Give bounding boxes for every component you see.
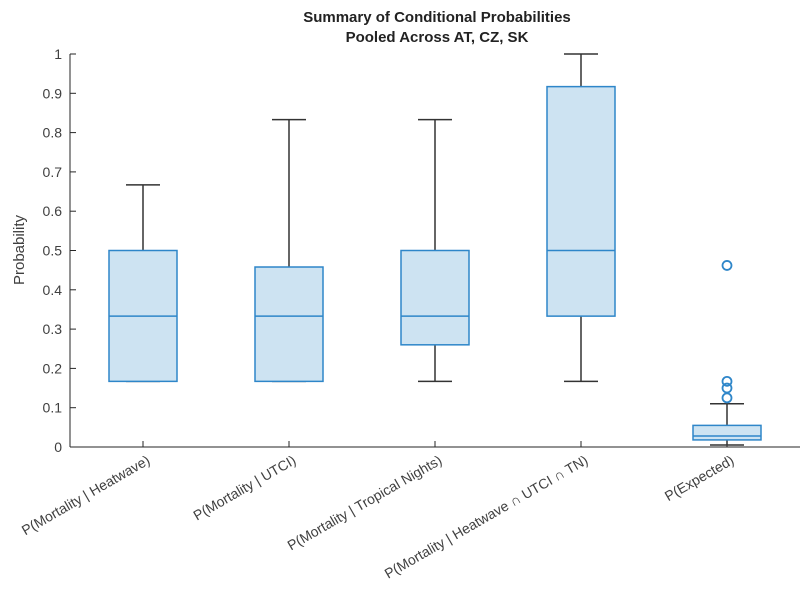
y-tick-label: 0.9 [43, 85, 63, 101]
x-tick-labels: P(Mortality | Heatwave) P(Mortality | UTC… [19, 452, 737, 582]
outlier-point [721, 375, 733, 387]
y-tick-label: 0.5 [43, 243, 63, 259]
boxes [108, 53, 762, 446]
outlier-point [721, 392, 733, 404]
y-tick-label: 0.3 [43, 321, 63, 337]
x-tick-label: P(Mortality | Heatwave) [19, 452, 153, 538]
x-tick-label: P(Expected) [662, 452, 737, 504]
iqr-box [254, 266, 324, 383]
x-tick-label: P(Mortality | Tropical Nights) [284, 452, 444, 554]
iqr-box [546, 85, 616, 317]
y-tick-label: 0.1 [43, 400, 63, 416]
y-tick-label: 0 [54, 439, 62, 455]
y-tick-label: 0.2 [43, 360, 63, 376]
chart-title-line-1: Summary of Conditional Probabilities [303, 9, 571, 26]
outlier-point [721, 382, 733, 394]
chart-title-line-2: Pooled Across AT, CZ, SK [346, 29, 529, 46]
outlier-point [721, 260, 733, 271]
y-tick-label: 0.8 [43, 125, 63, 141]
y-tick-label: 1 [54, 46, 62, 62]
x-tick-label: P(Mortality | UTCI) [190, 452, 298, 524]
iqr-box [400, 249, 470, 346]
axes: 0 0.1 0.2 0.3 0.4 0.5 0.6 0.7 0.8 0.9 1 [43, 46, 800, 455]
y-tick-label: 0.4 [43, 282, 63, 298]
y-tick-label: 0.6 [43, 203, 63, 219]
y-tick-label: 0.7 [43, 164, 63, 180]
y-axis-label: Probability [11, 214, 28, 285]
iqr-box [692, 424, 762, 441]
